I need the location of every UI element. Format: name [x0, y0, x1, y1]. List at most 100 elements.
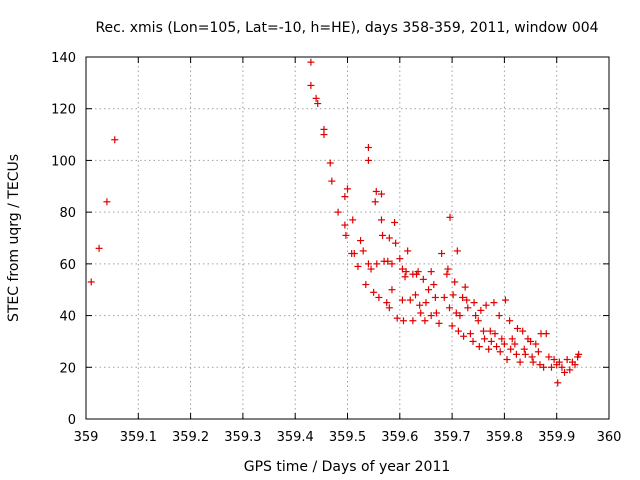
data-point: [500, 340, 508, 348]
data-point: [391, 218, 399, 226]
data-point: [460, 332, 468, 340]
y-tick-label: 100: [51, 154, 76, 169]
data-point: [453, 247, 461, 255]
data-point: [575, 350, 583, 358]
data-point: [472, 312, 480, 320]
data-point: [474, 317, 482, 325]
x-tick-label: 359.4: [277, 430, 314, 445]
data-point: [527, 337, 535, 345]
data-point: [558, 363, 566, 371]
data-point: [342, 231, 350, 239]
data-point: [451, 278, 459, 286]
data-point: [438, 250, 446, 258]
x-tick-label: 359.5: [329, 430, 366, 445]
data-point: [362, 281, 370, 289]
data-point: [516, 358, 524, 366]
data-point: [520, 345, 528, 353]
data-point: [479, 327, 487, 335]
data-point: [414, 268, 422, 276]
data-point: [547, 363, 555, 371]
data-point: [508, 335, 516, 343]
x-tick-label: 359: [74, 430, 99, 445]
y-tick-label: 20: [59, 361, 76, 376]
chart-title: Rec. xmis (Lon=105, Lat=-10, h=HE), days…: [95, 20, 598, 36]
x-tick-label: 359.6: [381, 430, 418, 445]
data-point: [406, 296, 414, 304]
data-point: [367, 265, 375, 273]
data-point: [341, 193, 349, 201]
data-point: [326, 159, 334, 167]
data-point: [563, 356, 571, 364]
data-point: [401, 273, 409, 281]
data-point: [427, 268, 435, 276]
data-point: [512, 350, 520, 358]
data-point: [532, 340, 540, 348]
data-point: [421, 317, 429, 325]
data-point: [377, 216, 385, 224]
data-point: [383, 299, 391, 307]
x-tick-label: 359.9: [538, 430, 575, 445]
x-tick-label: 359.8: [486, 430, 523, 445]
data-point: [534, 348, 542, 356]
data-point: [466, 330, 474, 338]
data-point: [529, 358, 537, 366]
data-point: [464, 304, 472, 312]
data-point: [422, 299, 430, 307]
data-point: [341, 221, 349, 229]
data-point: [463, 296, 471, 304]
x-tick-label: 359.3: [224, 430, 261, 445]
data-point: [314, 100, 322, 108]
data-point: [501, 296, 509, 304]
data-point: [503, 356, 511, 364]
data-point: [427, 312, 435, 320]
data-point: [521, 350, 529, 358]
data-point: [103, 198, 111, 206]
data-point: [349, 216, 357, 224]
data-point: [350, 250, 358, 258]
x-tick-label: 359.2: [172, 430, 209, 445]
data-point: [506, 317, 514, 325]
data-point: [498, 335, 506, 343]
data-point: [364, 144, 372, 151]
x-tick-label: 359.1: [120, 430, 157, 445]
data-point: [452, 309, 460, 317]
data-point: [372, 187, 380, 195]
data-point: [388, 286, 396, 294]
data-point: [398, 265, 406, 273]
data-point: [475, 343, 483, 351]
data-point: [443, 270, 451, 278]
data-point: [416, 301, 424, 309]
data-point: [561, 368, 569, 376]
grid-lines: [86, 57, 609, 419]
data-point: [344, 185, 351, 193]
x-tick-label: 360: [597, 430, 622, 445]
data-point: [388, 260, 396, 268]
data-point: [87, 278, 95, 286]
data-point: [513, 325, 521, 332]
data-point: [540, 363, 548, 371]
data-point: [364, 260, 372, 268]
data-point: [370, 288, 378, 296]
data-point: [550, 356, 558, 364]
data-point: [446, 213, 454, 221]
data-point: [435, 319, 443, 327]
data-point: [440, 293, 448, 301]
data-point: [528, 353, 536, 361]
y-tick-label: 80: [59, 206, 76, 221]
data-point: [364, 156, 372, 164]
data-point: [430, 281, 438, 289]
data-point: [320, 131, 328, 139]
data-point: [393, 314, 401, 322]
data-point: [385, 234, 393, 242]
x-tick-labels: 359 359.1 359.2 359.3 359.4 359.5 359.6 359.7 35…: [74, 430, 622, 445]
data-point: [554, 379, 562, 387]
data-point: [555, 358, 563, 366]
data-point: [357, 237, 365, 245]
data-point: [385, 304, 393, 312]
y-tick-labels: 0 20 40 60 80 100 120 140: [51, 51, 76, 428]
data-point: [542, 330, 550, 338]
y-tick-label: 120: [51, 103, 76, 118]
data-point: [404, 247, 412, 255]
data-point: [487, 337, 495, 345]
